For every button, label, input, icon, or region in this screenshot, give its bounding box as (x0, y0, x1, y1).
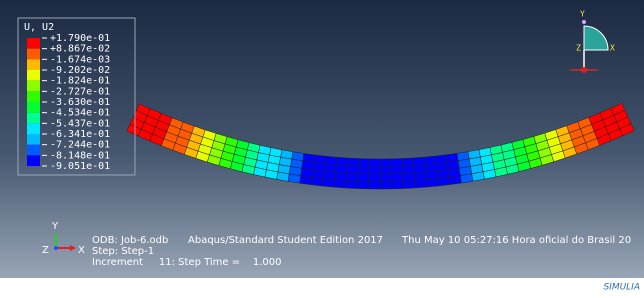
mesh-element (358, 159, 369, 167)
mesh-element (323, 171, 335, 180)
mesh-element (288, 174, 301, 183)
mesh-element (357, 181, 369, 189)
legend-swatch (27, 70, 40, 81)
mesh-element (424, 156, 436, 165)
mesh-element (381, 174, 392, 182)
mesh-element (402, 158, 413, 166)
legend-swatch (27, 134, 40, 145)
mesh-element (369, 159, 380, 167)
legend-label: -1.674e-03 (50, 54, 110, 65)
triad-x: X (78, 245, 85, 256)
edition: Abaqus/Standard Student Edition 2017 (188, 235, 383, 246)
date: Thu May 10 05:27:16 Hora oficial do Bras… (401, 235, 631, 246)
legend-label: -3.630e-01 (50, 97, 110, 108)
legend-swatch (27, 113, 40, 124)
legend: +1.790e-01+8.867e-02-1.674e-03-9.202e-02… (27, 33, 110, 172)
mesh-element (425, 164, 437, 173)
mesh-element (449, 176, 461, 185)
mesh-element (358, 174, 370, 182)
viewport: SIMULIA U, U2 +1.790e-01+8.867e-02-1.674… (0, 0, 644, 294)
step: Step: Step-1 (92, 246, 154, 257)
legend-label: -4.534e-01 (50, 108, 110, 119)
mesh-element (392, 166, 403, 174)
mesh-element (325, 156, 337, 164)
mesh-element (335, 172, 347, 180)
mesh-element (300, 176, 312, 185)
mesh-element (323, 179, 335, 188)
mesh-element (414, 165, 426, 173)
legend-title: U, U2 (24, 22, 54, 33)
mesh-element (334, 180, 346, 188)
legend-label: +8.867e-02 (50, 44, 110, 55)
mesh-element (413, 157, 425, 165)
mesh-element (381, 181, 393, 189)
mesh-element (392, 181, 404, 189)
mesh-element (324, 164, 336, 173)
legend-label: -1.824e-01 (50, 76, 110, 87)
mesh-element (426, 171, 438, 180)
brand: SIMULIA (603, 283, 640, 293)
legend-swatch (27, 81, 40, 92)
legend-swatch (27, 155, 40, 166)
legend-label: -6.341e-01 (50, 129, 110, 140)
mesh-element (346, 173, 358, 181)
footer (0, 278, 644, 294)
mesh-element (403, 180, 415, 188)
legend-swatch (27, 49, 40, 60)
legend-label: -2.727e-01 (50, 86, 110, 97)
mesh-element (311, 177, 323, 186)
legend-swatch (27, 145, 40, 156)
mesh-element (336, 157, 348, 165)
mesh-element (369, 166, 380, 174)
legend-label: -8.148e-01 (50, 150, 110, 161)
legend-label: -9.051e-01 (50, 161, 110, 172)
mesh-element (426, 178, 438, 187)
mesh-element (358, 166, 369, 174)
legend-label: -9.202e-02 (50, 65, 110, 76)
increment: Increment 11: Step Time = 1.000 (92, 257, 281, 268)
triad-z: Z (42, 245, 49, 256)
mesh-element (369, 174, 380, 182)
mesh-element (403, 173, 415, 181)
mesh-element (380, 166, 391, 174)
legend-swatch (27, 91, 40, 102)
view-z: Z (576, 44, 581, 53)
mesh-element (392, 174, 404, 182)
legend-label: +1.790e-01 (50, 33, 110, 44)
legend-swatch (27, 102, 40, 113)
triad-y: Y (51, 221, 59, 232)
odb: ODB: Job-6.odb (92, 235, 168, 246)
view-x: X (610, 44, 615, 53)
mesh-element (336, 165, 348, 173)
legend-swatch (27, 38, 40, 49)
view-y: Y (580, 10, 585, 19)
legend-swatch (27, 59, 40, 70)
legend-label: -5.437e-01 (50, 118, 110, 129)
mesh-element (415, 180, 427, 188)
mesh-element (438, 177, 450, 186)
mesh-element (346, 180, 358, 188)
mesh-element (460, 174, 473, 183)
page: {"legend": {"title": "U, U2", "labels": … (0, 0, 644, 294)
mesh-element (347, 165, 359, 173)
mesh-element (369, 181, 381, 189)
mesh-element (414, 172, 426, 180)
mesh-element (347, 158, 358, 166)
mesh-element (391, 159, 402, 167)
legend-label: -7.244e-01 (50, 140, 110, 151)
mesh-element (380, 159, 391, 167)
mesh-element (403, 165, 415, 173)
legend-swatch (27, 123, 40, 134)
